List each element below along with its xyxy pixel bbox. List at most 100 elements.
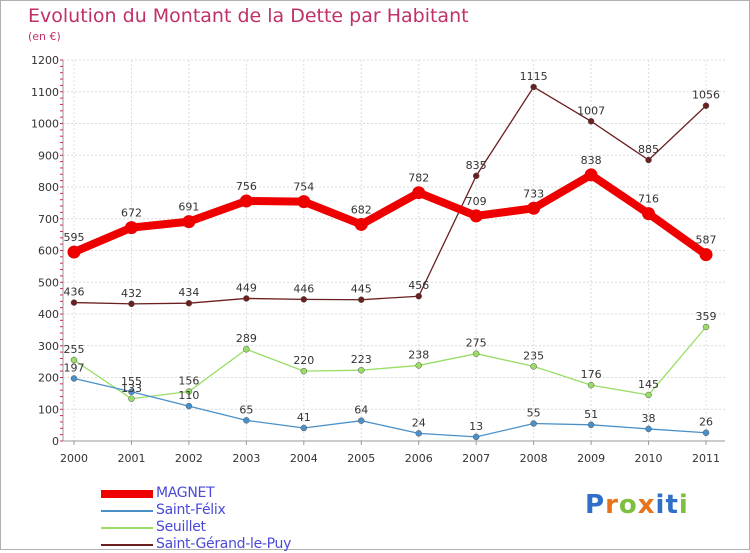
x-tick-label: 2011 (692, 452, 720, 465)
logo-letter: i (678, 490, 689, 520)
data-point-saint-felix (530, 420, 537, 427)
data-label-magnet: 838 (581, 154, 602, 167)
series-line-saint-felix (73, 377, 707, 438)
data-label-saint-gerand: 432 (121, 287, 142, 300)
data-point-saint-felix (587, 421, 595, 429)
chart-title: Evolution du Montant de la Dette par Hab… (28, 5, 469, 27)
data-label-saint-felix: 41 (297, 411, 311, 424)
x-tick-label: 2003 (232, 452, 260, 465)
data-label-saint-gerand: 885 (638, 143, 659, 156)
data-label-seuillet: 223 (351, 353, 372, 366)
data-point-magnet (67, 245, 81, 259)
data-point-saint-felix (243, 417, 250, 424)
series-line-magnet (72, 170, 709, 258)
data-point-seuillet (243, 345, 250, 353)
y-tick-label: 500 (38, 276, 59, 289)
legend-swatch (101, 527, 153, 529)
x-tick-label: 2001 (117, 452, 145, 465)
data-label-seuillet: 235 (523, 349, 544, 362)
data-point-saint-gerand (702, 102, 710, 109)
data-label-magnet: 716 (638, 193, 659, 206)
data-label-seuillet: 176 (581, 368, 602, 381)
data-point-magnet (354, 217, 368, 231)
data-point-saint-felix (415, 430, 422, 437)
data-label-saint-gerand: 436 (64, 286, 85, 299)
logo-letter: x (637, 490, 656, 520)
data-point-magnet (469, 209, 483, 223)
data-point-magnet (699, 248, 713, 262)
x-tick-label: 2005 (347, 452, 375, 465)
data-point-seuillet (300, 367, 308, 375)
y-tick-label: 1000 (31, 118, 59, 131)
data-label-seuillet: 359 (696, 310, 717, 323)
data-label-saint-felix: 13 (469, 420, 483, 433)
logo-letter: P (585, 490, 606, 520)
data-label-saint-gerand: 1056 (692, 89, 720, 102)
data-label-magnet: 709 (466, 195, 487, 208)
data-label-saint-felix: 51 (584, 408, 598, 421)
legend-label: Saint-Gérand-le-Puy (156, 536, 292, 552)
y-tick-label: 300 (38, 340, 59, 353)
data-label-magnet: 587 (696, 234, 717, 247)
legend-label: MAGNET (156, 485, 215, 501)
y-tick-label: 1100 (31, 86, 59, 99)
x-tick-label: 2004 (290, 452, 318, 465)
data-point-seuillet (358, 366, 365, 374)
data-label-seuillet: 238 (408, 348, 429, 361)
data-label-magnet: 595 (64, 231, 85, 244)
data-point-saint-gerand (128, 300, 135, 308)
series-line-seuillet (73, 326, 707, 400)
data-point-saint-felix (472, 433, 480, 441)
data-point-magnet (124, 221, 138, 235)
data-label-magnet: 682 (351, 203, 372, 216)
y-tick-label: 600 (38, 245, 59, 258)
data-label-saint-gerand: 445 (351, 283, 372, 296)
y-tick-label: 200 (38, 372, 59, 385)
data-point-saint-gerand (70, 299, 78, 306)
x-tick-label: 2000 (60, 452, 88, 465)
series-line-saint-gerand (73, 86, 707, 305)
legend-swatch (101, 510, 153, 512)
x-tick-label: 2008 (520, 452, 548, 465)
y-tick-label: 100 (38, 403, 59, 416)
data-point-magnet (527, 201, 541, 215)
data-label-seuillet: 145 (638, 378, 659, 391)
data-point-seuillet (185, 388, 193, 395)
data-label-saint-gerand: 449 (236, 281, 257, 294)
data-label-saint-felix: 55 (527, 407, 541, 420)
data-label-magnet: 754 (293, 181, 314, 194)
proxiti-logo: Proxiti (585, 490, 689, 520)
data-point-saint-felix (185, 402, 193, 410)
logo-letter: t (665, 490, 679, 520)
data-label-saint-felix: 38 (642, 412, 656, 425)
data-label-saint-gerand: 1007 (577, 104, 605, 117)
data-point-saint-felix (70, 375, 78, 382)
data-label-magnet: 691 (178, 201, 199, 214)
data-label-saint-felix: 110 (178, 389, 199, 402)
legend-swatch (101, 544, 153, 546)
data-point-seuillet (415, 362, 422, 369)
data-label-seuillet: 255 (64, 343, 85, 356)
y-tick-label: 700 (38, 213, 59, 226)
data-label-saint-gerand: 434 (178, 286, 199, 299)
data-point-saint-felix (645, 425, 652, 433)
logo-letter: o (618, 490, 638, 520)
data-point-magnet (642, 207, 656, 221)
data-point-magnet (584, 168, 598, 182)
data-label-saint-felix: 197 (64, 361, 85, 374)
data-point-seuillet (645, 391, 652, 399)
data-point-magnet (297, 195, 311, 209)
y-tick-label: 800 (38, 181, 59, 194)
data-label-saint-gerand: 1115 (520, 70, 548, 83)
x-tick-label: 2010 (635, 452, 663, 465)
data-point-saint-gerand (358, 296, 365, 303)
y-tick-label: 400 (38, 308, 59, 321)
data-label-saint-felix: 65 (239, 403, 253, 416)
legend-swatch (101, 490, 153, 498)
data-label-magnet: 756 (236, 180, 257, 193)
legend-label: Seuillet (156, 519, 206, 535)
data-point-seuillet (472, 350, 480, 357)
data-label-saint-felix: 155 (121, 375, 142, 388)
data-label-saint-gerand: 456 (408, 279, 429, 292)
